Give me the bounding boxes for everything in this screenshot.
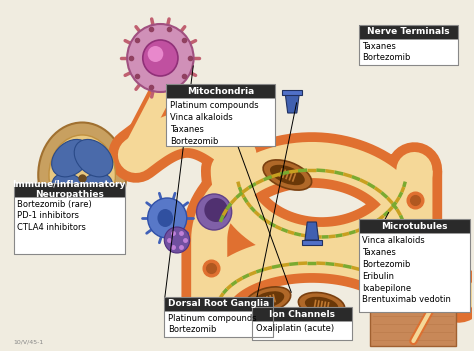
Ellipse shape bbox=[52, 173, 90, 211]
Polygon shape bbox=[302, 240, 321, 245]
Ellipse shape bbox=[305, 297, 338, 313]
Ellipse shape bbox=[251, 291, 284, 309]
Text: Nerve Terminals: Nerve Terminals bbox=[367, 27, 450, 36]
Bar bbox=[164, 297, 273, 311]
Ellipse shape bbox=[263, 160, 311, 190]
Bar bbox=[166, 84, 275, 98]
Bar bbox=[370, 278, 456, 346]
Polygon shape bbox=[305, 222, 319, 240]
Text: Platinum compounds
Bortezomib: Platinum compounds Bortezomib bbox=[168, 313, 256, 335]
Bar bbox=[252, 307, 352, 321]
Circle shape bbox=[127, 24, 193, 92]
Bar bbox=[14, 197, 125, 254]
Polygon shape bbox=[283, 90, 302, 95]
Text: Taxanes
Bortezomib: Taxanes Bortezomib bbox=[363, 41, 411, 62]
Bar bbox=[358, 25, 458, 39]
Polygon shape bbox=[285, 95, 299, 113]
Text: Bortezomib (rare)
PD-1 inhibitors
CTLA4 inhibitors: Bortezomib (rare) PD-1 inhibitors CTLA4 … bbox=[18, 199, 92, 232]
Circle shape bbox=[204, 198, 228, 222]
Text: Dorsal Root Ganglia: Dorsal Root Ganglia bbox=[168, 299, 269, 308]
Bar bbox=[164, 297, 273, 337]
Ellipse shape bbox=[299, 292, 345, 318]
Circle shape bbox=[143, 40, 178, 76]
Bar bbox=[166, 84, 275, 146]
Text: Microtubules: Microtubules bbox=[381, 222, 447, 231]
Ellipse shape bbox=[74, 139, 113, 177]
Bar bbox=[370, 278, 456, 296]
Text: Platinum compounds
Vinca alkaloids
Taxanes
Bortezomib: Platinum compounds Vinca alkaloids Taxan… bbox=[170, 101, 259, 146]
Bar bbox=[14, 183, 125, 254]
Bar bbox=[252, 321, 352, 340]
Text: Mitochondria: Mitochondria bbox=[187, 87, 255, 96]
Circle shape bbox=[148, 198, 187, 238]
Ellipse shape bbox=[245, 287, 291, 313]
Ellipse shape bbox=[157, 209, 173, 227]
Bar bbox=[166, 98, 275, 146]
Text: Oxaliplatin (acute): Oxaliplatin (acute) bbox=[256, 324, 334, 333]
Text: Immune/Inflammatory
Neuropathies: Immune/Inflammatory Neuropathies bbox=[12, 180, 126, 199]
Circle shape bbox=[197, 194, 232, 230]
Ellipse shape bbox=[38, 122, 126, 227]
Circle shape bbox=[164, 227, 190, 253]
Ellipse shape bbox=[74, 173, 113, 211]
Text: Vinca alkaloids
Taxanes
Bortezomib
Eribulin
Ixabepilone
Brentuximab vedotin: Vinca alkaloids Taxanes Bortezomib Eribu… bbox=[363, 236, 451, 304]
Bar bbox=[164, 311, 273, 337]
Circle shape bbox=[148, 46, 164, 62]
Ellipse shape bbox=[270, 165, 305, 185]
Bar bbox=[358, 39, 458, 65]
Bar bbox=[14, 183, 125, 197]
Bar bbox=[358, 25, 458, 65]
Bar bbox=[358, 233, 470, 312]
Ellipse shape bbox=[52, 139, 90, 177]
Text: Ion Channels: Ion Channels bbox=[269, 310, 335, 319]
Bar bbox=[358, 219, 470, 233]
Bar bbox=[358, 219, 470, 312]
Bar bbox=[252, 307, 352, 340]
Text: 10/V/45-1: 10/V/45-1 bbox=[14, 340, 44, 345]
Ellipse shape bbox=[49, 135, 116, 215]
